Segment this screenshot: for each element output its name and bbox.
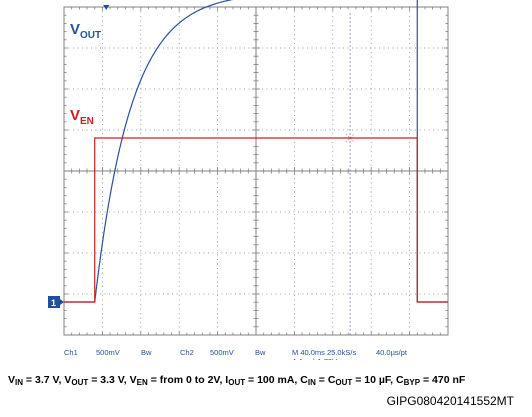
cursor-x-mark <box>345 133 355 143</box>
trace-labels: VOUT VEN <box>70 21 101 127</box>
test-conditions-caption: VIN = 3.7 V, VOUT = 3.3 V, VEN = from 0 … <box>8 374 466 387</box>
trace-label-vout: VOUT <box>70 21 101 41</box>
cbyp-label: CBYP <box>396 374 421 387</box>
cursor-x-mark <box>345 133 355 143</box>
readout-ch1: Ch1 <box>64 348 78 357</box>
readout-ch2: Ch2 <box>180 348 194 357</box>
cout-label: COUT <box>327 374 353 387</box>
readout-timebase: M 40.0ms 25.0kS/s <box>292 348 356 357</box>
vout-label: VOUT <box>64 374 89 387</box>
readout-ch1-bw: Bw <box>141 348 152 357</box>
trace-vout <box>64 0 448 303</box>
cin-label: CIN <box>300 374 316 387</box>
figure-id: GIPG080420141552MT <box>386 394 514 408</box>
trigger-marker-icon <box>103 5 110 10</box>
graticule <box>63 5 449 336</box>
vin-label: VIN <box>8 374 24 387</box>
readout-ch2-scale: 500mV <box>210 348 234 357</box>
iout-label: IOUT <box>225 374 246 387</box>
ground-marker-arrow-icon <box>60 299 64 305</box>
ven-label: VEN <box>129 374 148 387</box>
scope-readout: Ch1 500mV Bw Ch2 500mV Bw M 40.0ms 25.0kS/s 40.… <box>64 348 408 360</box>
ground-marker-label: 1 <box>51 298 56 308</box>
trace-ven <box>64 137 448 303</box>
readout-trigger: A Aux \ 1.79V <box>292 357 337 360</box>
readout-ch2-bw: Bw <box>255 348 266 357</box>
readout-record: 40.0µs/pt <box>376 348 408 357</box>
readout-ch1-scale: 500mV <box>96 348 120 357</box>
oscilloscope-plot: 1 VOUT VEN Ch1 500mV Bw Ch2 500mV Bw M 40.0ms 2… <box>48 0 449 360</box>
traces: 1 <box>48 0 448 308</box>
ground-marker-box <box>48 296 60 308</box>
trace-label-ven: VEN <box>70 107 94 127</box>
